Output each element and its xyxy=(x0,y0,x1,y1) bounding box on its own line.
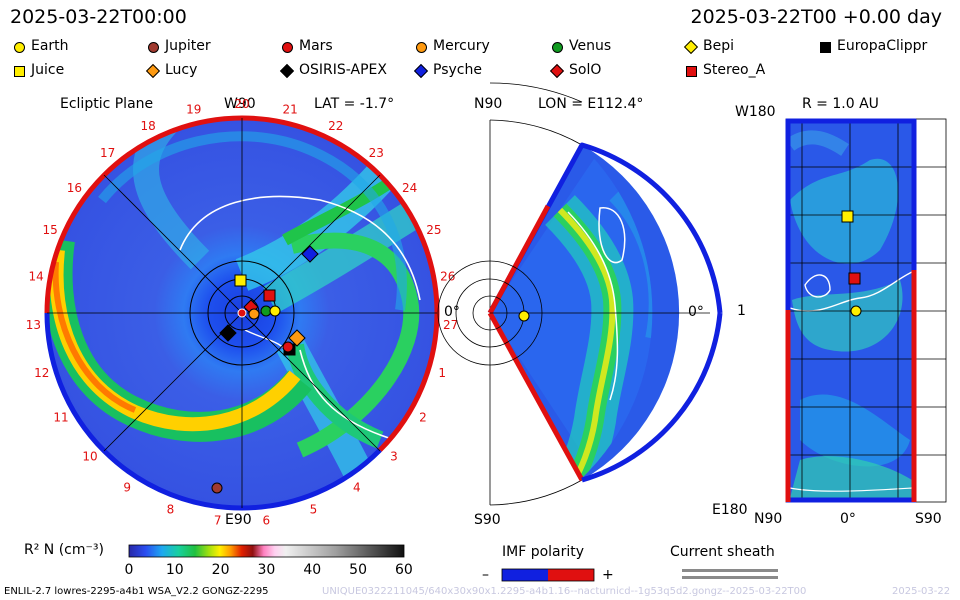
ecliptic-markers xyxy=(211,245,319,494)
carrington-tick-label: 9 xyxy=(123,481,131,495)
carrington-tick-label: 23 xyxy=(369,146,384,160)
carrington-tick-label: 14 xyxy=(29,270,44,284)
footer-date: 2025-03-22 xyxy=(892,586,951,597)
legend-marker-mercury xyxy=(416,42,427,53)
model-info: ENLIL-2.7 lowres-2295-a4b1 WSA_V2.2 GONG… xyxy=(4,586,269,597)
density-colorbar xyxy=(128,544,405,558)
legend-marker-juice xyxy=(14,66,25,77)
radial-panel xyxy=(785,118,947,503)
carrington-tick-label: 24 xyxy=(402,181,417,195)
colorbar-tick-label: 10 xyxy=(165,562,184,578)
carrington-tick-label: 5 xyxy=(310,502,318,516)
radial-x-label-0: 0° xyxy=(840,511,856,527)
colorbar-tick-label: 50 xyxy=(349,562,367,578)
carrington-tick-label: 12 xyxy=(34,366,49,380)
legend-label-mars: Mars xyxy=(299,38,333,54)
carrington-tick-label: 3 xyxy=(390,449,398,463)
imf-plus: + xyxy=(602,567,614,583)
run-id: UNIQUE0322211045/640x30x90x1.2295-a4b1.1… xyxy=(322,586,807,597)
legend-marker-venus xyxy=(552,42,563,53)
legend-marker-stereo-a xyxy=(686,66,697,77)
carrington-tick-label: 17 xyxy=(100,146,115,160)
carrington-tick-label: 11 xyxy=(53,411,68,425)
carrington-tick-label: 13 xyxy=(26,318,41,332)
right-datetime: 2025-03-22T00 +0.00 day xyxy=(690,6,942,28)
legend-label-solo: SolO xyxy=(569,62,602,78)
carrington-tick-label: 19 xyxy=(186,103,201,117)
colorbar-tick-label: 20 xyxy=(211,562,230,578)
legend-label-jupiter: Jupiter xyxy=(165,38,211,54)
carrington-tick-label: 2 xyxy=(419,411,427,425)
carrington-tick-label: 10 xyxy=(82,449,97,463)
legend-marker-jupiter xyxy=(148,42,159,53)
carrington-tick-label: 16 xyxy=(67,181,82,195)
carrington-tick-label: 6 xyxy=(262,514,270,528)
carrington-tick-label: 26 xyxy=(440,270,455,284)
legend-label-bepi: Bepi xyxy=(703,38,734,54)
legend-label-lucy: Lucy xyxy=(165,62,198,78)
legend-label-juice: Juice xyxy=(31,62,65,78)
colorbar-tick-label: 40 xyxy=(303,562,322,578)
carrington-tick-label: 1 xyxy=(438,366,446,380)
imf-minus: – xyxy=(482,567,489,583)
legend-marker-earth xyxy=(14,42,25,53)
current-sheath-legend xyxy=(682,569,778,579)
carrington-tick-label: 27 xyxy=(443,318,458,332)
radial-r-label: R = 1.0 AU xyxy=(802,96,879,112)
meridional-right-label: 0° xyxy=(688,304,704,320)
carrington-tick-label: 15 xyxy=(42,223,57,237)
legend-label-mercury: Mercury xyxy=(433,38,490,54)
meridional-panel xyxy=(437,82,723,543)
ecliptic-top-label: W90 xyxy=(224,96,256,112)
legend-label-psyche: Psyche xyxy=(433,62,482,78)
carrington-tick-label: 25 xyxy=(426,223,441,237)
radial-x-label-s90: S90 xyxy=(915,511,942,527)
carrington-tick-label: 7 xyxy=(214,514,222,528)
meridional-top-label: N90 xyxy=(474,96,503,112)
radial-bottom-label: E180 xyxy=(712,502,748,518)
colorbar-tick-label: 0 xyxy=(124,562,134,578)
imf-label: IMF polarity xyxy=(502,544,585,560)
carrington-tick-label: 22 xyxy=(328,119,343,133)
legend-label-europaclippr: EuropaClippr xyxy=(837,38,928,54)
ecliptic-bottom-label: E90 xyxy=(225,512,252,528)
ecliptic-lat-label: LAT = -1.7° xyxy=(314,96,395,112)
current-sheath-label: Current sheath xyxy=(670,544,775,560)
carrington-tick-label: 20 xyxy=(234,97,249,111)
left-datetime: 2025-03-22T00:00 xyxy=(10,6,187,28)
colorbar-tick-label: 30 xyxy=(257,562,276,578)
ecliptic-title: Ecliptic Plane xyxy=(60,96,154,112)
meridional-bottom-label: S90 xyxy=(474,512,501,528)
imf-polarity-bar xyxy=(501,568,595,582)
carrington-ticks: 20 21222324252627123456789101112131415161… xyxy=(26,97,458,528)
radial-top-label: W180 xyxy=(735,104,776,120)
radial-mid-label: 1 xyxy=(737,303,746,319)
meridional-lon-label: LON = E112.4° xyxy=(538,96,644,112)
legend-label-earth: Earth xyxy=(31,38,69,54)
colorbar-label: R² N (cm⁻³) xyxy=(24,542,104,558)
carrington-tick-label: 21 xyxy=(283,103,298,117)
legend-label-venus: Venus xyxy=(569,38,612,54)
carrington-tick-label: 4 xyxy=(353,481,361,495)
ecliptic-disc xyxy=(44,115,440,511)
carrington-tick-label: 8 xyxy=(167,502,175,516)
legend-marker-mars xyxy=(282,42,293,53)
legend-label-stereo-a: Stereo_A xyxy=(703,62,766,78)
carrington-tick-label: 18 xyxy=(141,119,156,133)
colorbar-tick-label: 60 xyxy=(395,562,413,578)
legend-marker-europaclippr xyxy=(820,42,831,53)
radial-x-label-n90: N90 xyxy=(754,511,783,527)
legend-label-osiris-apex: OSIRIS-APEX xyxy=(299,62,387,78)
